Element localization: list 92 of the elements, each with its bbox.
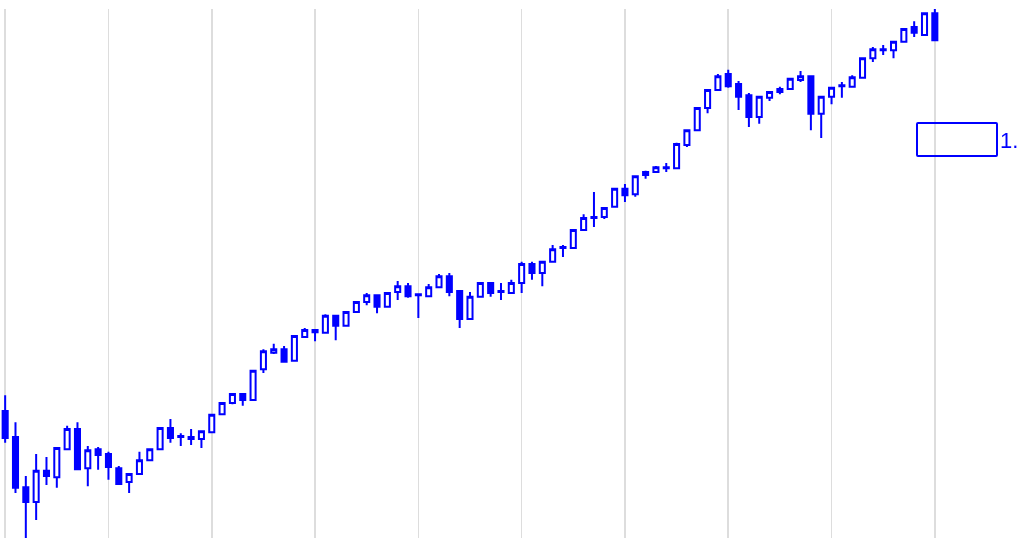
candlestick xyxy=(797,69,805,83)
candlestick xyxy=(259,348,267,374)
candlestick xyxy=(94,446,102,471)
candlestick xyxy=(311,329,319,343)
candlestick xyxy=(590,191,598,228)
candlestick xyxy=(931,9,939,42)
candlestick xyxy=(187,428,195,446)
candlestick xyxy=(611,187,619,208)
candlestick xyxy=(724,68,732,89)
candlestick xyxy=(652,165,660,173)
candlestick xyxy=(714,73,722,91)
candlestick xyxy=(383,292,391,308)
candlestick xyxy=(683,129,691,149)
candlestick xyxy=(290,334,298,362)
candlestick xyxy=(11,421,20,495)
candlestick xyxy=(63,424,71,451)
candlestick xyxy=(497,282,505,301)
candlestick xyxy=(280,344,288,363)
candlestick xyxy=(859,57,867,79)
candlestick xyxy=(600,206,608,221)
candlestick xyxy=(642,169,650,180)
candlestick xyxy=(363,292,371,307)
candlestick xyxy=(435,273,443,289)
text: 1. xyxy=(1000,128,1019,153)
candlestick xyxy=(156,425,164,451)
candlestick xyxy=(125,471,133,495)
candlestick xyxy=(32,452,40,522)
candlestick xyxy=(270,342,278,355)
candlestick xyxy=(704,88,712,115)
candlestick xyxy=(889,39,898,60)
candlestick xyxy=(84,444,92,488)
candlestick xyxy=(518,260,526,295)
candlestick xyxy=(549,243,557,263)
candlestick xyxy=(507,278,515,295)
candlestick xyxy=(879,43,887,57)
candlestick xyxy=(538,260,546,288)
candlestick xyxy=(528,260,536,281)
candlestick xyxy=(869,46,877,63)
candlestick xyxy=(487,282,495,298)
candlestick xyxy=(73,421,81,471)
candlestick xyxy=(580,213,588,232)
candlestick xyxy=(776,85,784,96)
candlestick xyxy=(135,450,143,475)
candlestick xyxy=(22,475,30,538)
candlestick xyxy=(735,79,743,112)
candlestick xyxy=(456,289,464,329)
candlestick xyxy=(228,393,236,406)
candlestick xyxy=(900,28,908,43)
candlestick xyxy=(414,293,422,319)
candlestick xyxy=(466,291,474,320)
candlestick xyxy=(673,141,681,170)
candlestick xyxy=(146,448,154,462)
candlestick xyxy=(332,314,340,342)
candlestick xyxy=(321,313,329,334)
candlestick xyxy=(42,456,51,487)
candlestick xyxy=(807,75,815,132)
candlestick xyxy=(1,394,9,444)
candlestick xyxy=(910,20,918,39)
candlestick xyxy=(621,183,629,204)
candlestick xyxy=(745,92,753,128)
candlestick xyxy=(817,95,825,140)
candlestick xyxy=(197,430,205,450)
candlestick xyxy=(115,465,123,487)
candlestick xyxy=(249,369,257,401)
candlestick xyxy=(693,106,701,132)
candlestick xyxy=(828,86,836,106)
candlestick xyxy=(218,402,226,416)
candlestick xyxy=(104,450,112,481)
candlestick xyxy=(786,77,794,90)
candlestick xyxy=(425,283,433,298)
candlestick xyxy=(755,95,763,125)
candlestick xyxy=(445,271,453,298)
candlestick xyxy=(208,413,216,434)
candlestick xyxy=(177,432,185,447)
candlestick xyxy=(53,446,61,489)
candlestick xyxy=(476,282,484,298)
candlestick xyxy=(848,74,856,88)
candlestick xyxy=(662,161,670,173)
candlestick xyxy=(404,282,412,299)
candlestick xyxy=(373,294,381,315)
candlestick xyxy=(766,91,774,103)
candlestick xyxy=(920,12,929,36)
candlestick xyxy=(394,279,402,301)
candlestick xyxy=(838,81,846,99)
candlestick xyxy=(166,417,174,444)
candlestick xyxy=(559,243,567,259)
candlestick xyxy=(569,229,577,250)
candlestick xyxy=(301,326,309,338)
candlestick xyxy=(342,311,350,327)
candlestick xyxy=(239,393,247,407)
candlestick xyxy=(352,300,360,314)
candlestick xyxy=(631,175,639,198)
